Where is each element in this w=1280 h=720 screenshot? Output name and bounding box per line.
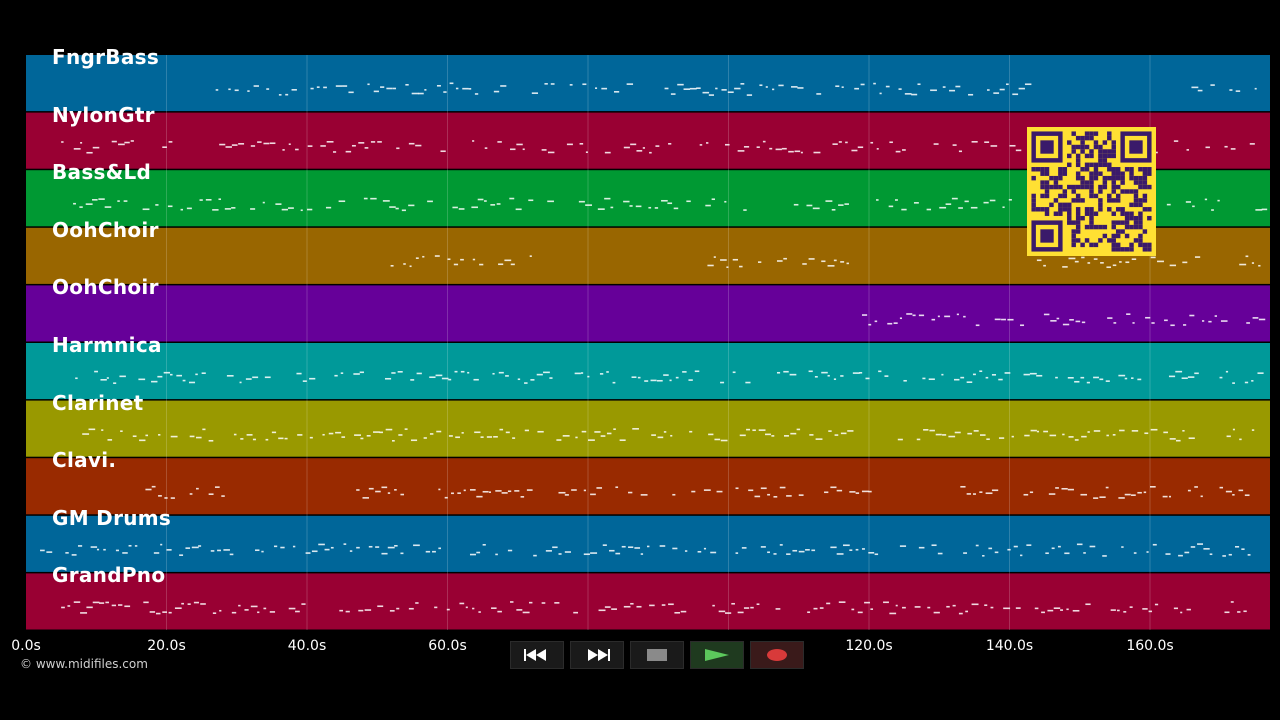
track-name-label: Harmnica xyxy=(52,333,162,357)
track-name-label: OohChoir xyxy=(52,217,159,242)
track-lane xyxy=(26,515,1270,572)
record-button[interactable] xyxy=(750,641,804,669)
track-name-label: Clavi. xyxy=(52,448,117,473)
track-lane xyxy=(26,573,1270,630)
track-lane xyxy=(26,343,1270,400)
track-name-label: Bass&Ld xyxy=(52,160,152,185)
time-tick-label: 160.0s xyxy=(1126,638,1174,654)
track-name-label: GM Drums xyxy=(52,505,172,530)
track-lane xyxy=(26,400,1270,457)
track-lane xyxy=(26,285,1270,342)
track-lane xyxy=(26,55,1270,112)
record-icon xyxy=(767,649,787,661)
time-tick-label: 0.0s xyxy=(11,638,41,654)
time-tick-label: 60.0s xyxy=(428,638,467,654)
track-name-label: OohChoir xyxy=(52,275,159,300)
fast-forward-button[interactable] xyxy=(570,641,624,669)
qr-code-image xyxy=(1027,127,1156,256)
time-tick-label: 140.0s xyxy=(985,638,1034,654)
track-lane xyxy=(26,458,1270,515)
fast-forward-icon xyxy=(588,649,610,661)
play-button[interactable] xyxy=(690,641,744,669)
stop-button[interactable] xyxy=(630,641,684,669)
track-name-label: NylonGtr xyxy=(52,102,155,127)
note-marks xyxy=(40,82,1268,615)
stop-icon xyxy=(647,649,667,661)
track-name-label: FngrBass xyxy=(52,45,160,69)
track-name-label: GrandPno xyxy=(52,563,166,588)
time-tick-label: 20.0s xyxy=(147,638,186,654)
play-icon xyxy=(705,649,729,661)
rewind-button[interactable] xyxy=(510,641,564,669)
transport-controls xyxy=(510,641,804,669)
track-name-label: Clarinet xyxy=(52,390,144,415)
time-tick-label: 120.0s xyxy=(845,638,893,654)
rewind-icon xyxy=(524,649,546,661)
time-tick-label: 40.0s xyxy=(287,638,327,654)
copyright-text: © www.midifiles.com xyxy=(20,657,148,671)
